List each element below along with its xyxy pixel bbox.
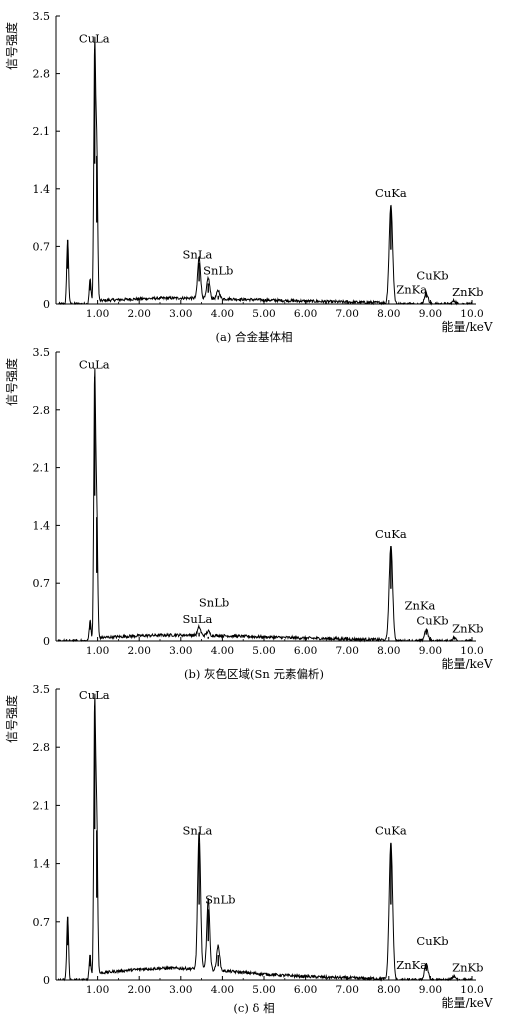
- y-tick-label: 2.8: [33, 68, 51, 81]
- peak-label: SnLa: [183, 824, 213, 838]
- x-tick-label: 9.00: [419, 984, 442, 996]
- y-tick-label: 2.1: [33, 462, 51, 475]
- x-tick-label: 7.00: [336, 645, 359, 657]
- x-tick-label: 9.00: [419, 645, 442, 657]
- y-axis-label: 信号强度: [4, 358, 19, 406]
- x-tick-label: 6.00: [294, 308, 317, 320]
- x-tick-label: 8.00: [377, 308, 400, 320]
- peak-label: ZnKa: [396, 282, 427, 296]
- y-tick-label: 2.1: [33, 125, 51, 138]
- y-tick-label: 1.4: [33, 519, 51, 532]
- x-tick-label: 10.0: [460, 308, 483, 320]
- x-tick-label: 7.00: [336, 984, 359, 996]
- y-tick-label: 0.7: [33, 577, 51, 590]
- peak-label: CuLa: [79, 31, 110, 45]
- x-tick-label: 10.0: [460, 984, 483, 996]
- y-tick-label: 1.4: [33, 183, 51, 196]
- panel-caption: (c) δ 相: [233, 1001, 274, 1015]
- peak-label: SnLa: [183, 248, 213, 262]
- spectrum-panel-1: 0 0.7 1.4 2.1 2.8 3.5 1.00 2.00 3.00 4.00 5.00 6.00…: [4, 10, 493, 344]
- peak-label: CuLa: [79, 688, 110, 702]
- peak-label: ZnKa: [405, 599, 436, 613]
- peak-label: SnLb: [205, 893, 235, 907]
- y-tick-label: 2.8: [33, 404, 51, 417]
- y-tick-label: 3.5: [33, 346, 51, 359]
- y-tick-label: 2.8: [33, 741, 51, 754]
- peak-label: CuKb: [416, 934, 448, 948]
- x-axis-label: 能量/keV: [441, 996, 492, 1010]
- x-tick-label: 6.00: [294, 645, 317, 657]
- panel-caption: (b) 灰色区域(Sn 元素偏析): [184, 667, 324, 681]
- y-tick-label: 3.5: [33, 10, 51, 23]
- peak-label: CuKa: [375, 527, 407, 541]
- x-tick-label: 1.00: [86, 984, 109, 996]
- x-tick-label: 8.00: [377, 645, 400, 657]
- peak-label: CuKb: [416, 613, 448, 627]
- spectrum-line: [57, 693, 473, 982]
- x-tick-label: 4.00: [211, 984, 234, 996]
- spectrum-line: [57, 368, 473, 643]
- y-tick-label: 0.7: [33, 240, 51, 253]
- x-tick-label: 8.00: [377, 984, 400, 996]
- x-tick-label: 2.00: [128, 308, 151, 320]
- y-tick-label: 0.7: [33, 916, 51, 929]
- y-tick-label: 3.5: [33, 683, 51, 696]
- x-tick-label: 2.00: [128, 984, 151, 996]
- spectrum-panel-3: 0 0.7 1.4 2.1 2.8 3.5 1.00 2.00 3.00 4.00 5.00 6.00…: [4, 683, 493, 1015]
- x-axis-label: 能量/keV: [441, 657, 492, 671]
- x-tick-label: 5.00: [252, 645, 275, 657]
- y-tick-label: 1.4: [33, 858, 51, 871]
- peak-label: CuLa: [79, 358, 110, 372]
- x-axis-label: 能量/keV: [441, 320, 492, 334]
- peak-label: ZnKb: [452, 622, 483, 636]
- x-tick-label: 4.00: [211, 645, 234, 657]
- peak-label: CuKb: [416, 268, 448, 282]
- y-tick-label: 0: [43, 635, 50, 648]
- x-tick-label: 1.00: [86, 645, 109, 657]
- x-tick-label: 1.00: [86, 308, 109, 320]
- y-tick-label: 2.1: [33, 799, 51, 812]
- peak-label: ZnKb: [452, 285, 483, 299]
- panel-caption: (a) 合金基体相: [216, 330, 293, 344]
- x-tick-label: 3.00: [169, 984, 192, 996]
- peak-label: SnLb: [199, 595, 229, 609]
- peak-label: ZnKb: [452, 961, 483, 975]
- x-tick-label: 10.0: [460, 645, 483, 657]
- x-tick-label: 3.00: [169, 645, 192, 657]
- x-tick-label: 6.00: [294, 984, 317, 996]
- x-tick-label: 3.00: [169, 308, 192, 320]
- spectrum-panel-2: 0 0.7 1.4 2.1 2.8 3.5 1.00 2.00 3.00 4.00 5.00 6.00…: [4, 346, 493, 681]
- y-axis-label: 信号强度: [4, 695, 19, 743]
- y-tick-label: 0: [43, 974, 50, 987]
- x-tick-label: 9.00: [419, 308, 442, 320]
- x-tick-label: 4.00: [211, 308, 234, 320]
- y-axis-label: 信号强度: [4, 22, 19, 70]
- peak-label: CuKa: [375, 824, 407, 838]
- x-tick-label: 2.00: [128, 645, 151, 657]
- x-tick-label: 7.00: [336, 308, 359, 320]
- peak-label: CuKa: [375, 186, 407, 200]
- x-tick-label: 5.00: [252, 308, 275, 320]
- peak-label: SnLb: [203, 263, 233, 277]
- x-tick-label: 5.00: [252, 984, 275, 996]
- y-tick-label: 0: [43, 298, 50, 311]
- spectrum-line: [57, 36, 473, 306]
- peak-label: ZnKa: [396, 958, 427, 972]
- peak-label: SuLa: [183, 612, 213, 626]
